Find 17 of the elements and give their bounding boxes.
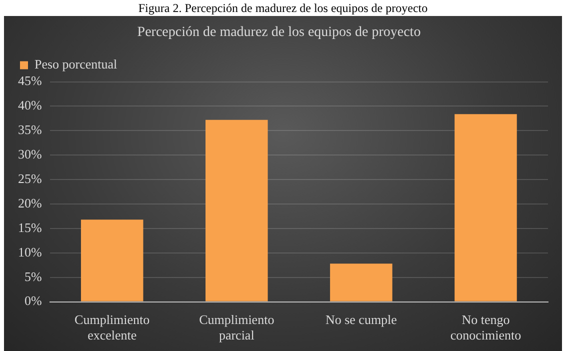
- y-tick-label: 0%: [24, 293, 42, 308]
- y-tick-label: 45%: [18, 73, 42, 88]
- x-tick-label: No tengo conocimiento: [450, 312, 522, 343]
- x-tick-label: No se cumple: [325, 312, 398, 328]
- y-tick-label: 5%: [24, 268, 42, 284]
- chart-title: Percepción de madurez de los equipos de proyecto: [137, 25, 421, 40]
- y-tick-label: 25%: [18, 171, 42, 186]
- x-tick-label: Cumplimiento parcial: [199, 312, 274, 343]
- y-tick-label: 20%: [18, 195, 42, 210]
- y-tick-label: 40%: [18, 98, 42, 113]
- x-tick-label: Cumplimiento excelente: [74, 312, 150, 343]
- y-tick-label: 30%: [18, 146, 42, 162]
- y-tick-label: 10%: [18, 244, 42, 260]
- legend-label: Peso porcentual: [34, 56, 118, 72]
- y-tick-label: 35%: [18, 122, 42, 138]
- text: Figura 2. Percepción de madurez de los equipos de proyecto: [137, 0, 429, 16]
- y-tick-label: 15%: [18, 220, 42, 235]
